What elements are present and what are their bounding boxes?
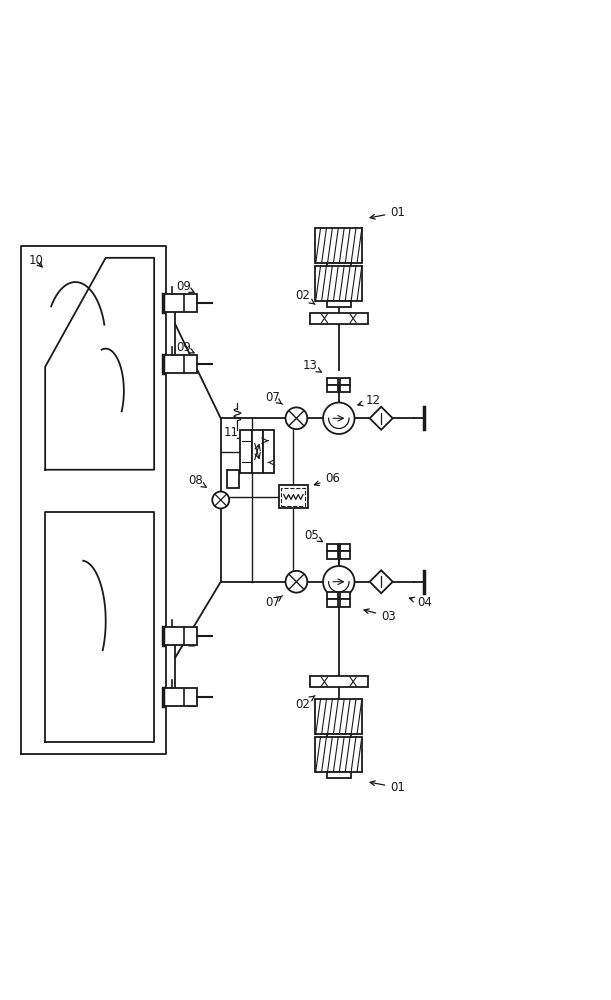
Text: 07: 07: [265, 391, 282, 404]
Bar: [327, 378, 338, 385]
Bar: [315, 737, 362, 772]
Bar: [327, 263, 351, 269]
Polygon shape: [370, 407, 393, 430]
Text: 10: 10: [29, 254, 43, 267]
Bar: [163, 627, 197, 645]
Text: 03: 03: [364, 609, 396, 623]
Bar: [227, 470, 239, 488]
Bar: [327, 772, 351, 778]
Text: 07: 07: [265, 596, 282, 609]
Bar: [163, 355, 197, 373]
Bar: [281, 488, 306, 506]
Bar: [340, 599, 350, 607]
Bar: [163, 294, 197, 312]
Bar: [252, 430, 263, 473]
Text: 09: 09: [176, 634, 194, 647]
Circle shape: [323, 566, 354, 597]
Text: 09: 09: [176, 341, 194, 354]
Bar: [315, 228, 362, 263]
Bar: [327, 551, 338, 559]
Bar: [315, 266, 362, 301]
Bar: [240, 430, 252, 473]
Circle shape: [285, 407, 307, 429]
Bar: [340, 544, 350, 551]
Text: 09: 09: [176, 695, 194, 708]
Text: 08: 08: [188, 474, 207, 487]
Circle shape: [323, 403, 354, 434]
Text: 13: 13: [303, 359, 321, 372]
Bar: [327, 592, 338, 599]
Bar: [340, 551, 350, 559]
Bar: [310, 676, 368, 687]
Bar: [163, 688, 197, 706]
Polygon shape: [370, 570, 393, 593]
Text: 01: 01: [370, 206, 405, 219]
Bar: [327, 301, 351, 307]
Bar: [263, 430, 274, 473]
Bar: [315, 699, 362, 734]
Text: 02: 02: [295, 696, 315, 711]
Bar: [327, 599, 338, 607]
Text: 06: 06: [314, 472, 340, 486]
Bar: [340, 385, 350, 392]
Bar: [327, 385, 338, 392]
Bar: [310, 313, 368, 324]
Bar: [340, 592, 350, 599]
Text: 12: 12: [358, 394, 381, 407]
Bar: [327, 734, 351, 740]
Bar: [279, 485, 308, 508]
Text: 04: 04: [409, 596, 433, 609]
Text: 02: 02: [295, 289, 315, 304]
Text: 01: 01: [370, 781, 405, 794]
Bar: [340, 378, 350, 385]
Text: 09: 09: [176, 280, 194, 293]
Bar: [327, 544, 338, 551]
Text: 05: 05: [304, 529, 323, 542]
Circle shape: [285, 571, 307, 593]
Circle shape: [212, 492, 229, 508]
Text: 11: 11: [224, 426, 243, 439]
